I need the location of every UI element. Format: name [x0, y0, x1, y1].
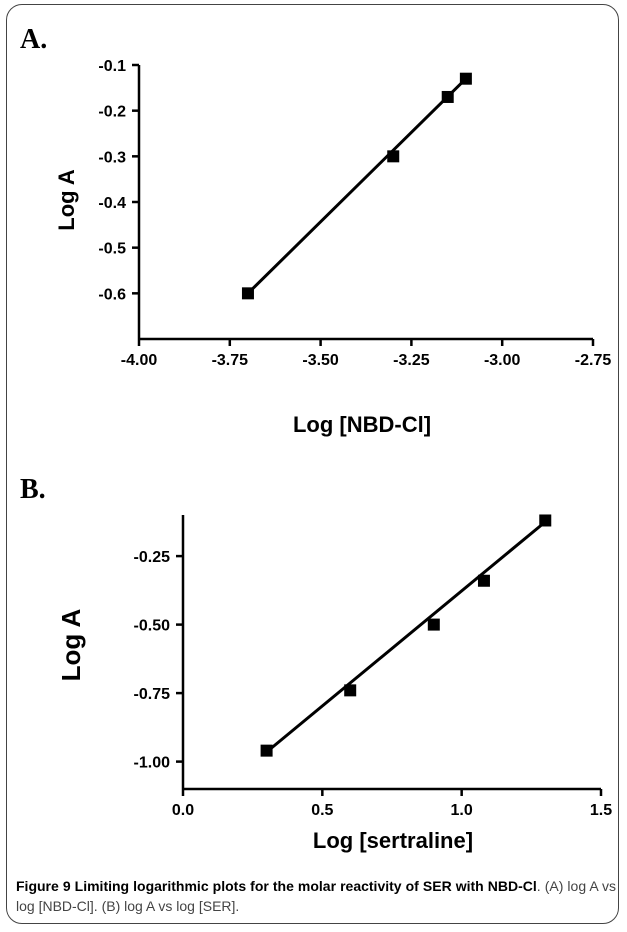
chart-panel-b: B. 0.0 0.5 1.0 1.5 -0.25 -0.50 -0.75 -1.00 Log …	[20, 474, 612, 853]
x-tick-label: -4.00	[121, 352, 158, 369]
x-tick-label: 1.0	[451, 802, 473, 819]
x-tick-label: -3.75	[212, 352, 249, 369]
data-point	[241, 287, 254, 300]
x-tick-label: -3.25	[393, 352, 430, 369]
panel-label-a: A.	[20, 24, 47, 55]
x-tick-label: 1.5	[590, 802, 612, 819]
caption-title: Figure 9 Limiting logarithmic plots for …	[16, 878, 537, 894]
y-tick-label: -0.50	[134, 618, 171, 635]
y-tick-label: -0.4	[98, 195, 126, 212]
data-point	[441, 90, 454, 103]
x-axis-title-b: Log [sertraline]	[313, 828, 473, 853]
y-tick-label: -0.75	[134, 686, 171, 703]
data-point	[427, 618, 440, 631]
caption-text: . (A) log A vs log [NBD-Cl]. (B) log A v…	[16, 878, 616, 914]
ticks-b: 0.0 0.5 1.0 1.5 -0.25 -0.50 -0.75 -1.00	[134, 549, 613, 819]
y-tick-label: -0.3	[98, 149, 126, 166]
y-tick-label: -0.5	[98, 241, 126, 258]
ticks-a: -4.00 -3.75 -3.50 -3.25 -3.00 -2.75 -0.1 -0.2 -0…	[98, 58, 611, 369]
data-point	[459, 72, 472, 85]
x-tick-label: -3.50	[302, 352, 339, 369]
data-point	[344, 684, 357, 697]
y-tick-label: -0.2	[98, 104, 126, 121]
chart-panel-a: A. -4.00 -3.75 -3.50 -3.25 -3.00 -2.75 -0.1 -0.…	[20, 24, 611, 437]
data-points-b	[260, 514, 552, 757]
data-point	[539, 514, 552, 527]
y-tick-label: -1.00	[134, 755, 171, 772]
y-axis-title-b: Log A	[56, 608, 86, 681]
y-tick-label: -0.6	[98, 286, 126, 303]
data-point	[387, 150, 400, 163]
x-tick-label: 0.5	[311, 802, 333, 819]
panel-label-b: B.	[20, 474, 46, 505]
data-point	[260, 744, 273, 757]
x-tick-label: 0.0	[172, 802, 194, 819]
axes-b	[181, 515, 601, 791]
y-tick-label: -0.25	[134, 549, 171, 566]
x-tick-label: -3.00	[484, 352, 521, 369]
figure-frame	[6, 4, 619, 924]
fit-line-a	[246, 77, 467, 295]
x-axis-title-a: Log [NBD-Cl]	[293, 412, 431, 437]
regression-line	[246, 77, 467, 295]
axes-a	[137, 65, 593, 341]
regression-line	[265, 520, 547, 754]
fit-line-b	[265, 520, 547, 754]
y-tick-label: -0.1	[98, 58, 126, 75]
x-tick-label: -2.75	[575, 352, 612, 369]
figure-caption: Figure 9 Limiting logarithmic plots for …	[16, 876, 616, 916]
data-point	[477, 574, 490, 587]
y-axis-title-a: Log A	[54, 169, 79, 231]
data-points-a	[241, 72, 472, 300]
